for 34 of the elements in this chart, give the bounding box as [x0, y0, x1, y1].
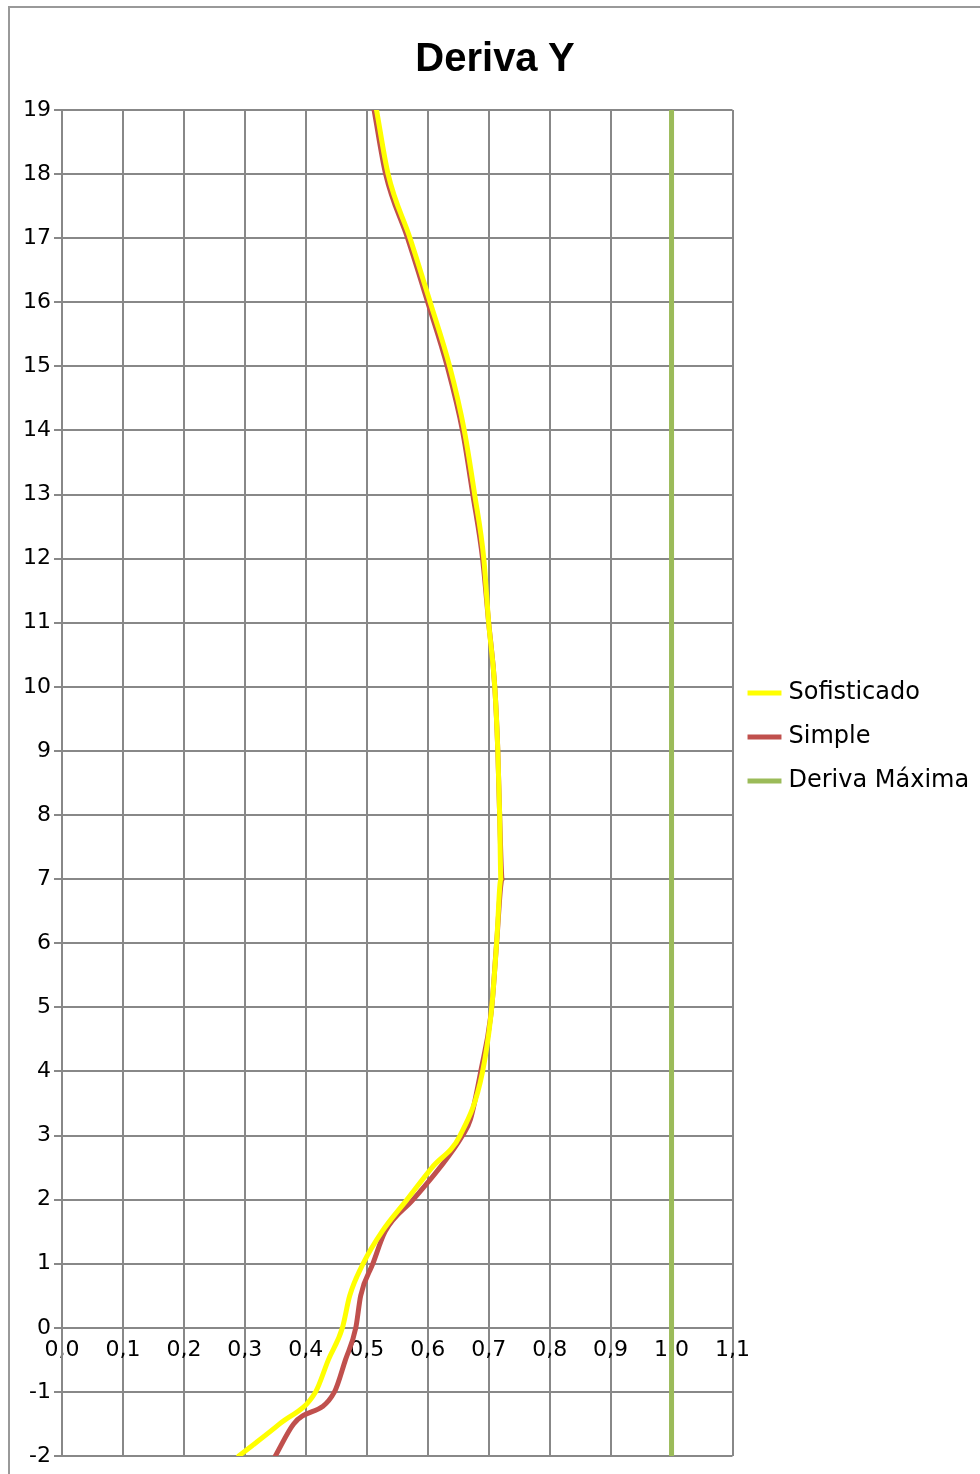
x-tick-label: 1,1	[715, 1335, 750, 1361]
y-tick-label: 13	[22, 480, 51, 506]
y-tick-label: -2	[29, 1441, 51, 1467]
y-tick-label: 11	[22, 608, 51, 634]
x-tick-label: 0,6	[410, 1335, 446, 1361]
y-tick-label: 7	[36, 864, 51, 890]
legend-label: Simple	[788, 721, 871, 750]
y-tick-label: 18	[22, 159, 51, 185]
y-tick-label: 12	[22, 544, 51, 570]
x-tick-label: 0,9	[593, 1335, 629, 1361]
y-tick-label: 8	[36, 800, 51, 826]
y-tick-label: 9	[36, 736, 51, 762]
x-tick-label: 0,7	[471, 1335, 507, 1361]
y-tick-label: 14	[22, 416, 51, 442]
y-tick-label: 10	[22, 672, 51, 698]
y-tick-label: 4	[36, 1057, 51, 1083]
y-tick-label: 2	[36, 1185, 51, 1211]
x-tick-label: 0,1	[105, 1335, 141, 1361]
y-tick-label: 3	[36, 1121, 51, 1147]
chart-title: Deriva Y	[415, 35, 576, 80]
y-tick-label: 5	[36, 993, 51, 1019]
x-tick-label: 0,8	[532, 1335, 568, 1361]
y-tick-label: 1	[36, 1249, 51, 1275]
y-tick-label: 16	[22, 288, 51, 313]
legend-label: Sofisticado	[788, 677, 920, 706]
y-tick-label: 17	[22, 223, 51, 249]
x-tick-label: 0,4	[288, 1335, 324, 1361]
y-tick-label: 15	[22, 352, 51, 378]
y-tick-label: 6	[36, 928, 51, 954]
y-tick-label: -1	[29, 1377, 51, 1403]
x-tick-label: 0,3	[227, 1335, 263, 1361]
y-tick-label: 19	[22, 95, 51, 121]
legend-label: Deriva Máxima	[788, 765, 970, 794]
x-tick-label: 0,2	[166, 1335, 202, 1361]
